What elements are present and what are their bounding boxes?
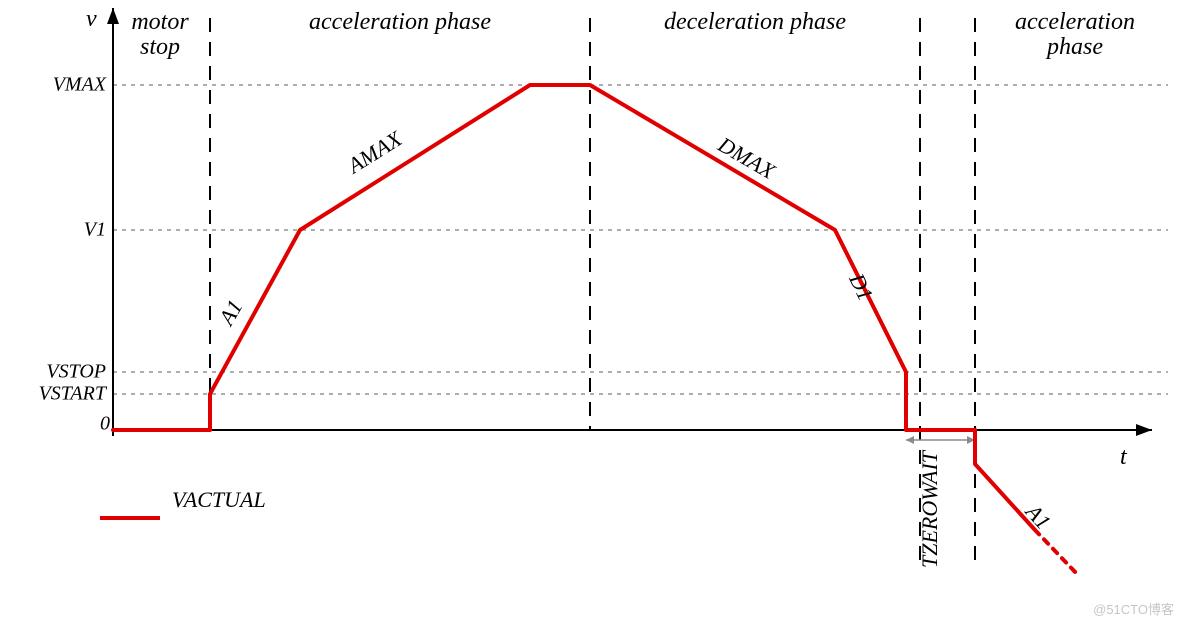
ytick-vstop: VSTOP — [46, 361, 106, 384]
phase-text: motor — [131, 9, 188, 35]
phase-text: phase — [1047, 34, 1103, 60]
phase-text: deceleration phase — [664, 9, 846, 35]
phase-text: stop — [140, 34, 180, 60]
legend-swatch — [100, 516, 160, 520]
y-axis-label: v — [86, 6, 97, 33]
phase-label-motor-stop: motor stop — [131, 10, 188, 60]
x-axis-label: t — [1120, 444, 1127, 471]
phase-text: acceleration — [1015, 9, 1135, 35]
phase-label-decel: deceleration phase — [664, 10, 846, 35]
phase-label-accel2: acceleration phase — [1015, 10, 1135, 60]
ytick-zero: 0 — [100, 413, 110, 436]
curve-annotation: TZEROWAIT — [917, 451, 943, 568]
phase-label-accel: acceleration phase — [309, 10, 491, 35]
ytick-vmax: VMAX — [53, 74, 106, 97]
legend-label: VACTUAL — [172, 487, 266, 513]
phase-text: acceleration phase — [309, 9, 491, 35]
ytick-v1: V1 — [84, 219, 106, 242]
ytick-vstart: VSTART — [39, 383, 106, 406]
velocity-profile-diagram: v t VMAX V1 VSTOP VSTART 0 motor stop ac… — [0, 0, 1184, 624]
legend: VACTUAL — [100, 505, 266, 531]
watermark: @51CTO博客 — [1093, 599, 1174, 618]
